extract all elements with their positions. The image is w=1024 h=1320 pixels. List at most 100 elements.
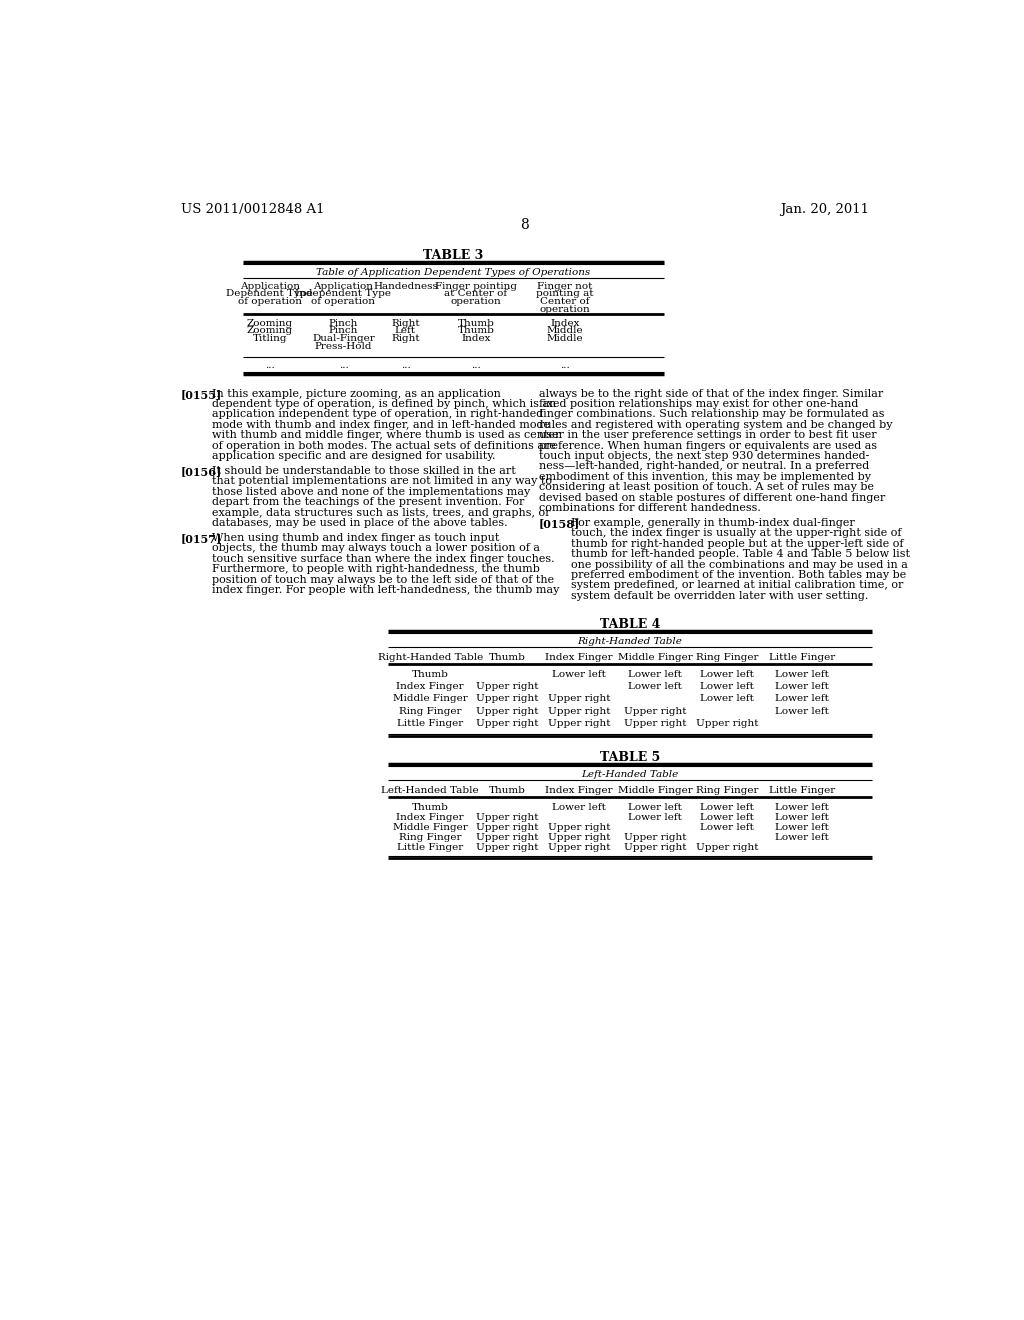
Text: Upper right: Upper right: [476, 719, 539, 727]
Text: Application: Application: [240, 281, 300, 290]
Text: Independent Type: Independent Type: [296, 289, 391, 298]
Text: Index Finger: Index Finger: [545, 785, 612, 795]
Text: Left: Left: [395, 326, 416, 335]
Text: Middle Finger: Middle Finger: [617, 785, 692, 795]
Text: Titling: Titling: [253, 334, 287, 343]
Text: Application: Application: [313, 281, 374, 290]
Text: Right: Right: [391, 334, 420, 343]
Text: databases, may be used in place of the above tables.: databases, may be used in place of the a…: [212, 517, 507, 528]
Text: rules and registered with operating system and be changed by: rules and registered with operating syst…: [539, 420, 892, 430]
Text: Pinch: Pinch: [329, 326, 358, 335]
Text: Handedness: Handedness: [373, 281, 438, 290]
Text: devised based on stable postures of different one-hand finger: devised based on stable postures of diff…: [539, 492, 885, 503]
Text: touch, the index finger is usually at the upper-right side of: touch, the index finger is usually at th…: [571, 528, 902, 539]
Text: Table of Application Dependent Types of Operations: Table of Application Dependent Types of …: [316, 268, 591, 277]
Text: that potential implementations are not limited in any way to: that potential implementations are not l…: [212, 477, 552, 486]
Text: When using thumb and index finger as touch input: When using thumb and index finger as tou…: [212, 533, 499, 543]
Text: Right-Handed Table: Right-Handed Table: [578, 636, 682, 645]
Text: Upper right: Upper right: [548, 694, 610, 704]
Text: Lower left: Lower left: [700, 669, 754, 678]
Text: touch sensitive surface than where the index finger touches.: touch sensitive surface than where the i…: [212, 554, 554, 564]
Text: dependent type of operation, is defined by pinch, which is an: dependent type of operation, is defined …: [212, 399, 556, 409]
Text: Middle: Middle: [547, 326, 584, 335]
Text: Upper right: Upper right: [624, 833, 686, 842]
Text: [0155]: [0155]: [180, 388, 222, 400]
Text: Middle Finger: Middle Finger: [617, 653, 692, 661]
Text: Center of: Center of: [541, 297, 590, 306]
Text: of operation: of operation: [238, 297, 302, 306]
Text: pointing at: pointing at: [537, 289, 594, 298]
Text: Lower left: Lower left: [628, 813, 682, 822]
Text: Index: Index: [550, 318, 580, 327]
Text: Upper right: Upper right: [548, 843, 610, 851]
Text: Little Finger: Little Finger: [769, 653, 836, 661]
Text: Zooming: Zooming: [247, 326, 293, 335]
Text: Upper right: Upper right: [476, 813, 539, 822]
Text: one possibility of all the combinations and may be used in a: one possibility of all the combinations …: [571, 560, 908, 569]
Text: TABLE 5: TABLE 5: [600, 751, 659, 764]
Text: Lower left: Lower left: [775, 833, 829, 842]
Text: Ring Finger: Ring Finger: [399, 833, 462, 842]
Text: thumb for left-handed people. Table 4 and Table 5 below list: thumb for left-handed people. Table 4 an…: [571, 549, 910, 560]
Text: Lower left: Lower left: [628, 669, 682, 678]
Text: considering at least position of touch. A set of rules may be: considering at least position of touch. …: [539, 482, 873, 492]
Text: Upper right: Upper right: [696, 719, 759, 727]
Text: Dual-Finger: Dual-Finger: [312, 334, 375, 343]
Text: application independent type of operation, in right-handed: application independent type of operatio…: [212, 409, 543, 420]
Text: embodiment of this invention, this may be implemented by: embodiment of this invention, this may b…: [539, 471, 870, 482]
Text: Upper right: Upper right: [624, 843, 686, 851]
Text: mode with thumb and index finger, and in left-handed mode: mode with thumb and index finger, and in…: [212, 420, 550, 430]
Text: Lower left: Lower left: [700, 813, 754, 822]
Text: at Center of: at Center of: [444, 289, 508, 298]
Text: Upper right: Upper right: [696, 843, 759, 851]
Text: ...: ...: [339, 360, 348, 370]
Text: Thumb: Thumb: [489, 785, 526, 795]
Text: preferred embodiment of the invention. Both tables may be: preferred embodiment of the invention. B…: [571, 570, 906, 579]
Text: ...: ...: [471, 360, 481, 370]
Text: index finger. For people with left-handedness, the thumb may: index finger. For people with left-hande…: [212, 585, 559, 595]
Text: Lower left: Lower left: [775, 669, 829, 678]
Text: Ring Finger: Ring Finger: [399, 706, 462, 715]
Text: Furthermore, to people with right-handedness, the thumb: Furthermore, to people with right-handed…: [212, 564, 540, 574]
Text: of operation in both modes. The actual sets of definitions are: of operation in both modes. The actual s…: [212, 441, 556, 450]
Text: Jan. 20, 2011: Jan. 20, 2011: [780, 203, 869, 216]
Text: Upper right: Upper right: [476, 833, 539, 842]
Text: ...: ...: [560, 360, 570, 370]
Text: Upper right: Upper right: [624, 706, 686, 715]
Text: Middle: Middle: [547, 334, 584, 343]
Text: operation: operation: [451, 297, 502, 306]
Text: Index Finger: Index Finger: [396, 813, 464, 822]
Text: objects, the thumb may always touch a lower position of a: objects, the thumb may always touch a lo…: [212, 544, 540, 553]
Text: user in the user preference settings in order to best fit user: user in the user preference settings in …: [539, 430, 877, 440]
Text: fixed position relationships may exist for other one-hand: fixed position relationships may exist f…: [539, 399, 858, 409]
Text: Thumb: Thumb: [458, 318, 495, 327]
Text: Lower left: Lower left: [775, 694, 829, 704]
Text: Middle Finger: Middle Finger: [393, 822, 468, 832]
Text: Zooming: Zooming: [247, 318, 293, 327]
Text: TABLE 4: TABLE 4: [600, 618, 660, 631]
Text: Ring Finger: Ring Finger: [696, 785, 759, 795]
Text: TABLE 3: TABLE 3: [423, 249, 483, 263]
Text: [0157]: [0157]: [180, 533, 222, 544]
Text: Upper right: Upper right: [624, 719, 686, 727]
Text: system default be overridden later with user setting.: system default be overridden later with …: [571, 591, 868, 601]
Text: Thumb: Thumb: [458, 326, 495, 335]
Text: Lower left: Lower left: [775, 803, 829, 812]
Text: Lower left: Lower left: [775, 822, 829, 832]
Text: finger combinations. Such relationship may be formulated as: finger combinations. Such relationship m…: [539, 409, 885, 420]
Text: Upper right: Upper right: [548, 706, 610, 715]
Text: Pinch: Pinch: [329, 318, 358, 327]
Text: combinations for different handedness.: combinations for different handedness.: [539, 503, 761, 513]
Text: depart from the teachings of the present invention. For: depart from the teachings of the present…: [212, 498, 524, 507]
Text: Lower left: Lower left: [700, 694, 754, 704]
Text: Thumb: Thumb: [412, 669, 449, 678]
Text: Upper right: Upper right: [548, 822, 610, 832]
Text: thumb for right-handed people but at the upper-left side of: thumb for right-handed people but at the…: [571, 539, 904, 549]
Text: Little Finger: Little Finger: [397, 719, 464, 727]
Text: Lower left: Lower left: [775, 813, 829, 822]
Text: ...: ...: [400, 360, 411, 370]
Text: [0156]: [0156]: [180, 466, 222, 477]
Text: Dependent Type: Dependent Type: [226, 289, 313, 298]
Text: Index Finger: Index Finger: [396, 682, 464, 690]
Text: Lower left: Lower left: [700, 822, 754, 832]
